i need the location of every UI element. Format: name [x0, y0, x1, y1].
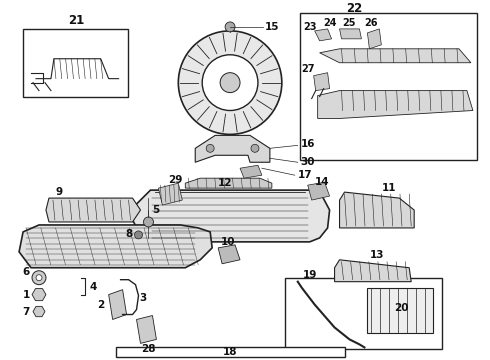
FancyBboxPatch shape [116, 347, 344, 357]
Polygon shape [33, 306, 45, 317]
Text: 30: 30 [300, 157, 315, 167]
Text: 22: 22 [346, 3, 363, 15]
Polygon shape [46, 198, 141, 222]
Polygon shape [308, 182, 330, 200]
Text: 21: 21 [68, 14, 84, 27]
Text: 6: 6 [23, 267, 30, 277]
Circle shape [144, 217, 153, 227]
Polygon shape [340, 192, 414, 228]
Circle shape [36, 275, 42, 281]
FancyBboxPatch shape [285, 278, 442, 349]
Polygon shape [19, 225, 212, 268]
Circle shape [225, 22, 235, 32]
Polygon shape [314, 73, 330, 91]
Text: 12: 12 [218, 178, 232, 188]
Text: 24: 24 [323, 18, 336, 28]
Text: 28: 28 [141, 345, 156, 354]
Polygon shape [109, 290, 126, 319]
FancyBboxPatch shape [300, 13, 477, 160]
Circle shape [251, 144, 259, 152]
Text: 13: 13 [370, 250, 385, 260]
Text: 19: 19 [302, 270, 317, 280]
Polygon shape [240, 165, 262, 178]
Circle shape [135, 231, 143, 239]
Text: 9: 9 [55, 187, 62, 197]
Polygon shape [335, 260, 411, 282]
Text: 26: 26 [365, 18, 378, 28]
Text: 23: 23 [303, 22, 317, 32]
Polygon shape [185, 178, 272, 188]
Text: 27: 27 [301, 64, 315, 74]
Circle shape [206, 144, 214, 152]
FancyBboxPatch shape [23, 29, 127, 96]
Polygon shape [340, 29, 362, 39]
Polygon shape [158, 183, 182, 205]
Text: 7: 7 [23, 306, 30, 316]
Polygon shape [218, 245, 240, 264]
Polygon shape [195, 135, 270, 162]
Circle shape [32, 271, 46, 285]
Text: 18: 18 [223, 347, 237, 357]
Text: 10: 10 [221, 237, 235, 247]
Text: 3: 3 [139, 293, 146, 303]
Text: 14: 14 [314, 177, 329, 187]
Text: 2: 2 [97, 300, 104, 310]
Text: 25: 25 [343, 18, 356, 28]
Text: 17: 17 [297, 170, 312, 180]
Polygon shape [132, 190, 330, 242]
Polygon shape [32, 289, 46, 301]
Circle shape [202, 55, 258, 111]
Text: 29: 29 [168, 175, 182, 185]
Circle shape [220, 73, 240, 93]
Polygon shape [368, 29, 381, 49]
Text: 5: 5 [152, 205, 159, 215]
Text: 8: 8 [125, 229, 132, 239]
Polygon shape [315, 29, 332, 41]
Text: 16: 16 [300, 139, 315, 149]
Polygon shape [318, 91, 473, 118]
Text: 11: 11 [382, 183, 396, 193]
Circle shape [178, 31, 282, 134]
Text: 15: 15 [265, 22, 279, 32]
Text: 20: 20 [394, 302, 409, 312]
Text: 4: 4 [89, 282, 97, 292]
Polygon shape [137, 315, 156, 343]
FancyBboxPatch shape [368, 288, 433, 333]
Polygon shape [319, 49, 471, 63]
Text: 1: 1 [23, 289, 30, 300]
